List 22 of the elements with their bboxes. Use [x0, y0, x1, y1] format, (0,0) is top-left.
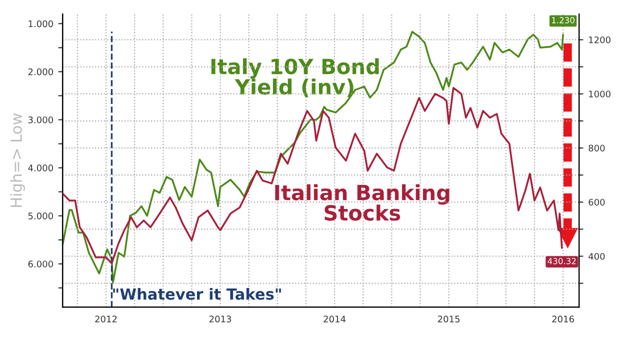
y2-tick-label: 800	[588, 144, 605, 152]
x-tick-label: 2016	[552, 316, 574, 322]
x-tick-label: 2013	[209, 316, 232, 322]
y2-tick-label: 1000	[589, 90, 610, 98]
y-tick-label: 2.000	[28, 68, 53, 76]
y-axis-title: High=> Low	[10, 113, 25, 207]
x-tick-label: 2012	[95, 316, 117, 322]
y2-tick-label: 600	[588, 198, 605, 206]
y-tick-label: 1.000	[28, 20, 53, 28]
y-tick-label: 3.000	[28, 116, 53, 124]
y2-tick-label: 400	[588, 252, 605, 260]
series-label: Italian Banking Stocks	[275, 184, 450, 221]
ref-line-label: "Whatever it Takes"	[113, 288, 281, 300]
x-tick-label: 2014	[324, 316, 346, 322]
y2-tick-label: 1200	[589, 36, 610, 44]
data-label: 430.32	[548, 258, 576, 264]
series-label: Italy 10Y Bond Yield (inv)	[211, 58, 379, 98]
x-tick-label: 2015	[438, 316, 460, 322]
y-tick-label: 4.000	[28, 164, 53, 172]
data-label: 1.230	[552, 17, 574, 24]
y-tick-label: 6.000	[28, 260, 53, 268]
y-tick-label: 5.000	[28, 212, 53, 220]
